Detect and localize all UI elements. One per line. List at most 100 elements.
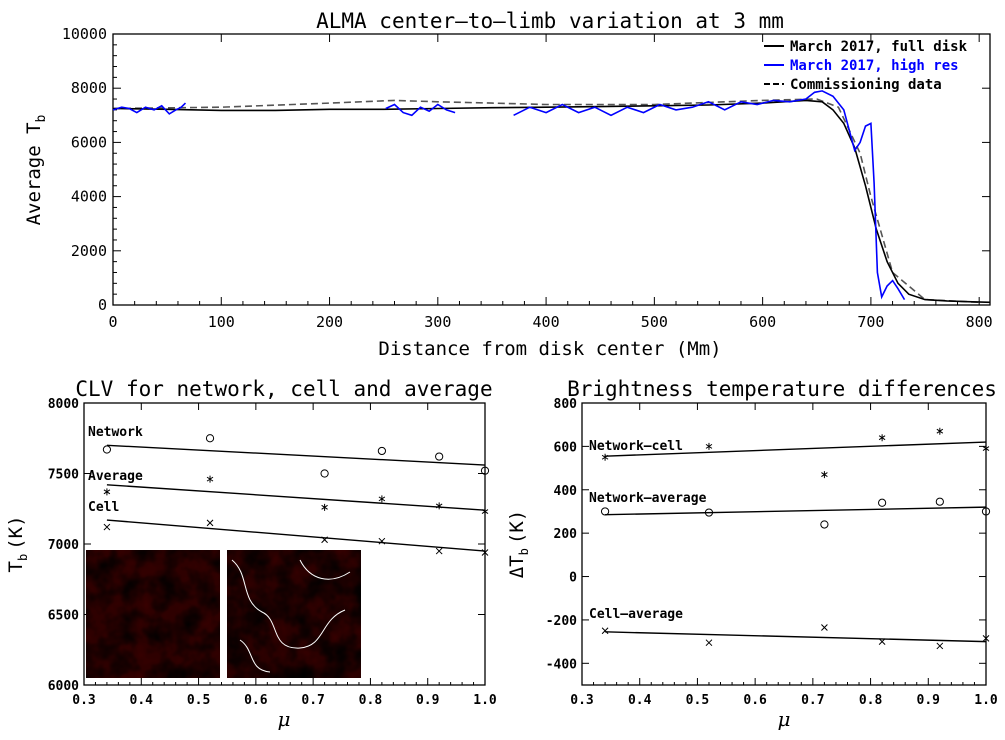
data-point-asterisk [705,442,713,450]
fit-line [605,441,987,457]
x-tick-label: 700 [857,313,884,331]
data-point-asterisk [435,502,443,510]
y-tick-label: 200 [554,527,578,542]
top-chart-ticks: 0 100 200 300 400 500 600 700 800020004000600080… [62,25,993,331]
data-point-asterisk [481,508,489,516]
y-tick-label: 600 [554,440,578,455]
label-network-cell: Network–cell [589,439,683,454]
diff-chart-ticks: 0.3 0.4 0.5 0.6 0.7 0.8 0.9 1.0 -400 -200 0 200 400 6… [546,397,998,708]
x-tick-label: 0.5 [187,693,210,708]
y-tick-label: 4000 [71,188,107,206]
clv-chart-title: CLV for network, cell and average [75,377,492,401]
y-tick-label: 0 [98,296,107,314]
legend-full-disk: March 2017, full disk [790,39,968,55]
data-point-circle [480,466,490,475]
data-point-circle [935,497,944,506]
data-point-circle [102,445,112,454]
x-tick-label: 400 [533,313,560,331]
data-point-cross [435,547,443,555]
data-point-asterisk [982,445,990,453]
y-tick-label: 400 [554,484,578,499]
x-tick-label: 0.6 [244,693,268,708]
x-tick-label: 500 [641,313,668,331]
data-point-circle [820,520,829,529]
clv-chart-ylabel-main: T [5,561,27,572]
x-tick-label: 0.9 [917,693,940,708]
x-tick-label: 0.9 [416,693,439,708]
data-point-cross [936,642,944,650]
data-point-cross [206,519,214,527]
data-point-circle [600,507,610,516]
diff-chart-marks [600,427,991,650]
x-tick-label: 0.4 [628,693,652,708]
top-chart: ALMA center–to–limb variation at 3 mm 0 1… [23,9,993,360]
diff-chart-ylabel-main: ΔT [506,555,528,578]
data-point-circle [704,508,714,517]
label-network-average: Network–average [589,491,707,506]
diff-chart-frame [581,402,987,686]
label-average: Average [88,469,143,484]
data-point-asterisk [378,495,386,503]
top-chart-frame [112,33,991,306]
top-chart-ylabel: Average Tb [23,114,49,225]
data-point-asterisk [821,471,828,479]
diff-chart-title: Brightness temperature differences [567,377,997,401]
clv-chart-ticks: 0.3 0.4 0.5 0.6 0.7 0.8 0.9 1.0 6000 6500 7000 7500… [48,397,497,708]
x-tick-label: 200 [316,313,343,331]
x-tick-label: 0.7 [801,693,824,708]
legend-commissioning: Commissioning data [790,77,942,93]
y-tick-label: 6500 [48,609,79,624]
y-tick-label: 800 [554,397,578,412]
inset-map-right [227,550,361,678]
x-tick-label: 100 [208,313,235,331]
y-tick-label: -200 [546,614,577,629]
data-point-cross [982,635,990,642]
clv-chart-xlabel: μ [278,707,291,731]
x-tick-label: 0 [108,313,117,331]
series-high-res-segment [513,90,906,301]
x-tick-label: 0.7 [301,693,324,708]
y-tick-label: 6000 [48,679,79,694]
diff-chart-ylabel: ΔTb (K) [506,510,531,578]
x-tick-label: 0.4 [130,693,154,708]
fit-line [605,506,987,516]
diff-chart-ylabel-unit: (K) [506,510,528,544]
x-tick-label: 0.6 [743,693,767,708]
x-tick-label: 1.0 [473,693,497,708]
data-point-asterisk [321,503,328,511]
data-point-circle [320,469,329,478]
y-tick-label: 2000 [71,242,107,260]
series-full-disk-line [112,99,991,304]
label-cell: Cell [88,500,119,515]
x-tick-label: 0.3 [72,693,95,708]
y-tick-label: 7000 [48,538,79,553]
diff-chart-xlabel: μ [778,707,791,731]
data-point-cross [878,638,886,645]
data-point-asterisk [103,488,111,496]
data-point-cross [705,639,713,647]
y-tick-label: -400 [546,657,577,672]
clv-chart: CLV for network, cell and average 0.3 0.4… [5,377,497,731]
x-tick-label: 600 [749,313,776,331]
x-tick-label: 0.3 [570,693,593,708]
y-tick-label: 7500 [48,468,79,483]
data-point-asterisk [936,427,944,435]
data-point-cross [378,537,386,545]
inset-contours [231,559,351,673]
fit-line [106,444,486,466]
data-point-cross [103,523,111,531]
x-tick-label: 0.5 [686,693,709,708]
top-chart-ylabel-main: Average T [23,122,45,225]
data-point-circle [435,452,444,461]
top-chart-xlabel: Distance from disk center (Mm) [378,338,721,360]
data-point-circle [981,507,991,516]
data-point-asterisk [601,453,609,461]
fit-line [605,631,987,643]
y-tick-label: 6000 [71,133,107,151]
data-point-circle [205,434,215,443]
x-tick-label: 0.8 [359,693,383,708]
data-point-cross [821,624,828,631]
top-chart-legend: March 2017, full disk March 2017, high r… [764,39,968,93]
